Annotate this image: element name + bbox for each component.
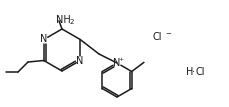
Text: Cl: Cl [152, 32, 162, 42]
Text: ·: · [192, 67, 195, 77]
Text: 2: 2 [70, 19, 74, 25]
Text: N: N [40, 34, 47, 45]
Text: NH: NH [55, 15, 70, 25]
Text: Cl: Cl [195, 67, 204, 77]
Text: N: N [113, 58, 120, 68]
Text: H: H [185, 67, 193, 77]
Text: N: N [76, 56, 84, 65]
Text: +: + [118, 56, 123, 62]
Text: −: − [164, 31, 170, 37]
